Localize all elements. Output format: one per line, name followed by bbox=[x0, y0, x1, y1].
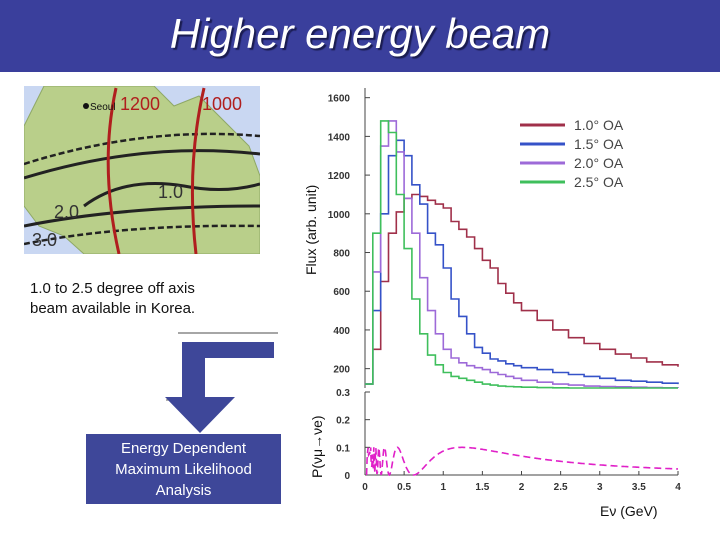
flux-legend: 1.0° OA 1.5° OA 2.0° OA 2.5° OA bbox=[520, 117, 624, 190]
arrow-head bbox=[165, 397, 235, 433]
map-label-city: Seoul bbox=[90, 102, 116, 113]
prob-x-tick-label: 0.5 bbox=[397, 482, 411, 493]
caption-line-2: beam available in Korea. bbox=[30, 300, 196, 317]
flux-y-label: Flux (arb. unit) bbox=[303, 185, 319, 275]
oa-contour-outer bbox=[24, 132, 260, 166]
flux-tick-label: 400 bbox=[333, 326, 350, 337]
legend-label: 2.5° OA bbox=[574, 174, 624, 190]
prob-x-tick-label: 0 bbox=[362, 482, 368, 493]
map-label-oa1: 1.0 bbox=[158, 182, 183, 202]
analysis-line-1: Energy Dependent bbox=[120, 439, 247, 457]
prob-x-tick-label: 3.5 bbox=[632, 482, 646, 493]
flux-tick-label: 1000 bbox=[328, 210, 351, 221]
map-label-1200: 1200 bbox=[120, 94, 160, 114]
prob-x-tick-label: 1 bbox=[440, 482, 446, 493]
flux-y-ticks: 1600 1400 1200 1000 800 600 400 200 bbox=[328, 94, 370, 376]
oa-contour-3 bbox=[24, 204, 260, 228]
baseline-curve-1000 bbox=[190, 87, 206, 254]
prob-x-label: Eν (GeV) bbox=[600, 503, 658, 519]
legend-label: 1.0° OA bbox=[574, 117, 624, 133]
flux-tick-label: 1200 bbox=[328, 171, 351, 182]
korea-off-axis-map: Seoul 1200 1000 1.0 2.0 3.0 bbox=[24, 86, 260, 254]
flux-tick-label: 1400 bbox=[328, 132, 351, 143]
oa-contour-1 bbox=[83, 182, 260, 208]
prob-tick-label: 0.2 bbox=[336, 416, 350, 427]
arrow-head-shape bbox=[165, 397, 235, 433]
prob-x-tick-label: 4 bbox=[675, 482, 681, 493]
flux-tick-label: 200 bbox=[333, 365, 350, 376]
map-label-oa2: 2.0 bbox=[54, 202, 79, 222]
prob-series-lines bbox=[365, 446, 678, 477]
flux-series-2.5 bbox=[365, 120, 678, 389]
prob-tick-label: 0.3 bbox=[336, 388, 350, 399]
prob-tick-label: 0 bbox=[344, 471, 350, 482]
map-label-oa3: 3.0 bbox=[32, 230, 57, 250]
analysis-box: Energy Dependent Maximum Likelihood Anal… bbox=[86, 434, 281, 504]
prob-x-tick-label: 2.5 bbox=[554, 482, 568, 493]
land-area bbox=[24, 86, 260, 254]
flux-tick-label: 1600 bbox=[328, 94, 351, 105]
prob-x-ticks: 0 0.5 1 1.5 2 2.5 3 3.5 4 bbox=[362, 471, 681, 493]
prob-y-label-group: P(νμ→νe) bbox=[309, 415, 325, 478]
oa-contour-inner bbox=[24, 224, 260, 246]
prob-oscillation-curve bbox=[365, 446, 678, 477]
prob-x-tick-label: 3 bbox=[597, 482, 603, 493]
legend-label: 1.5° OA bbox=[574, 136, 624, 152]
flux-and-probability-plots: Flux (arb. unit) 16001400120010008006004… bbox=[303, 88, 681, 519]
legend-label: 2.0° OA bbox=[574, 155, 624, 171]
flux-series-lines bbox=[365, 120, 679, 389]
slide-title: Higher energy beam bbox=[169, 10, 551, 57]
baseline-curve-1200 bbox=[106, 87, 121, 254]
title-bar bbox=[0, 0, 720, 72]
oa-contour-2 bbox=[24, 149, 260, 180]
caption-line-1: 1.0 to 2.5 degree off axis bbox=[30, 280, 195, 297]
prob-x-tick-label: 2 bbox=[519, 482, 525, 493]
caption: 1.0 to 2.5 degree off axis beam availabl… bbox=[30, 279, 195, 319]
seoul-marker bbox=[83, 103, 89, 109]
map-label-1000: 1000 bbox=[202, 94, 242, 114]
prob-y-label: P(νμ→νe) bbox=[309, 415, 325, 478]
flux-tick-label: 600 bbox=[333, 287, 350, 298]
prob-x-tick-label: 1.5 bbox=[475, 482, 489, 493]
analysis-line-2: Maximum Likelihood bbox=[115, 460, 252, 478]
analysis-line-3: Analysis bbox=[155, 481, 212, 499]
prob-tick-label: 0.1 bbox=[336, 443, 350, 454]
arrow-elbow bbox=[182, 342, 274, 398]
flux-tick-label: 800 bbox=[333, 249, 350, 260]
